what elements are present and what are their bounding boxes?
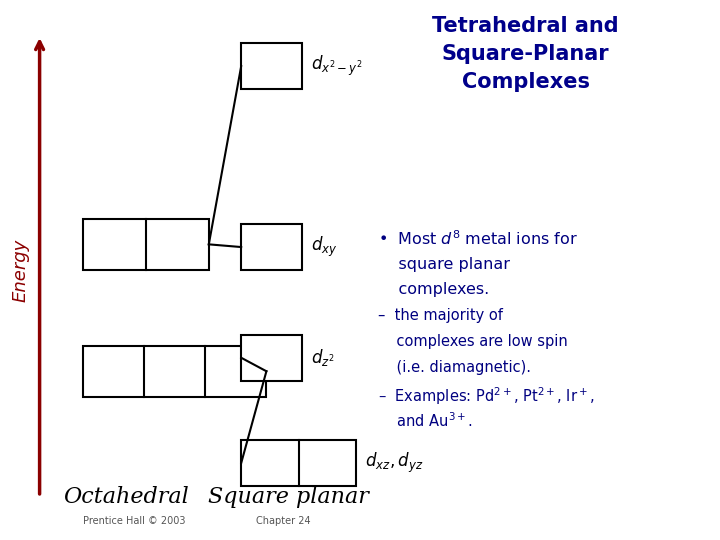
Bar [83,346,266,397]
Text: Chapter 24: Chapter 24 [256,516,310,526]
Text: Square planar: Square planar [207,485,369,508]
Text: $d_{x^2-y^2}$: $d_{x^2-y^2}$ [311,54,363,78]
Text: Energy: Energy [11,238,30,302]
Bar [241,43,302,89]
Text: –  Examples: Pd$^{2+}$, Pt$^{2+}$, Ir$^+$,: – Examples: Pd$^{2+}$, Pt$^{2+}$, Ir$^+$… [378,386,595,407]
Bar [241,224,302,270]
Text: Octahedral: Octahedral [63,485,189,508]
Text: $d_{xy}$: $d_{xy}$ [311,235,338,259]
Text: (i.e. diamagnetic).: (i.e. diamagnetic). [378,360,531,375]
Text: –  the majority of: – the majority of [378,308,503,323]
Bar [83,219,209,270]
Text: complexes are low spin: complexes are low spin [378,334,568,349]
Bar [241,440,356,486]
Text: Tetrahedral and
Square-Planar
Complexes: Tetrahedral and Square-Planar Complexes [432,16,619,92]
Text: square planar: square planar [378,256,510,272]
Text: $d_{xz}, d_{yz}$: $d_{xz}, d_{yz}$ [365,451,423,475]
Bar [241,335,302,381]
Text: and Au$^{3+}$.: and Au$^{3+}$. [378,411,473,430]
Text: Prentice Hall © 2003: Prentice Hall © 2003 [83,516,185,526]
Text: $d_{z^2}$: $d_{z^2}$ [311,347,335,368]
Text: complexes.: complexes. [378,282,490,297]
Text: •  Most $d^8$ metal ions for: • Most $d^8$ metal ions for [378,230,578,248]
